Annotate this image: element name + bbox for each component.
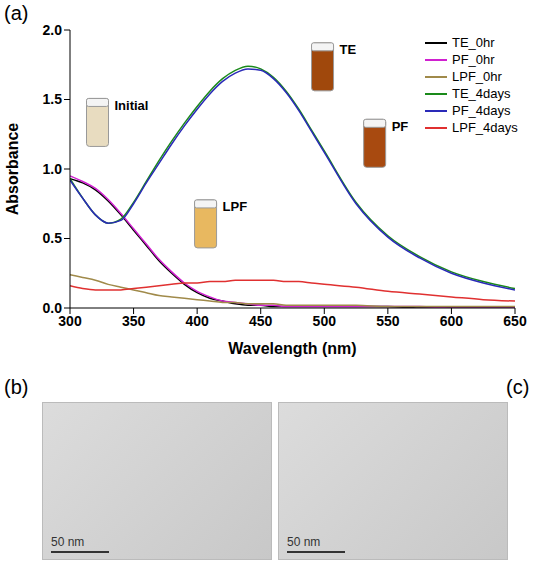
html-text:PF_4days: PF_4days — [452, 103, 511, 118]
svg-text:450: 450 — [249, 313, 273, 329]
svg-text:1.0: 1.0 — [43, 161, 63, 177]
html-text:(c): (c) — [506, 376, 530, 398]
svg-text:LPF: LPF — [223, 199, 248, 214]
svg-text:Initial: Initial — [115, 98, 149, 113]
html-text:50 nm: 50 nm — [287, 535, 321, 549]
svg-text:550: 550 — [376, 313, 400, 329]
svg-text:1.5: 1.5 — [43, 91, 63, 107]
svg-text:0.5: 0.5 — [43, 230, 63, 246]
svg-text:0.0: 0.0 — [43, 300, 63, 316]
svg-text:Absorbance: Absorbance — [4, 123, 21, 216]
svg-text:2.0: 2.0 — [43, 22, 63, 38]
html-text:(b): (b) — [4, 376, 29, 398]
html-text:TE_0hr: TE_0hr — [452, 35, 495, 50]
svg-text:650: 650 — [503, 313, 527, 329]
svg-text:300: 300 — [58, 312, 82, 329]
html-text:LPF_0hr: LPF_0hr — [452, 69, 502, 84]
svg-text:PF: PF — [392, 119, 409, 134]
html-text:50 nm: 50 nm — [51, 535, 85, 549]
svg-text:TE: TE — [340, 42, 357, 57]
svg-text:600: 600 — [440, 313, 464, 329]
html-text:(a): (a) — [4, 2, 29, 24]
svg-text:350: 350 — [122, 313, 146, 329]
svg-text:Wavelength (nm): Wavelength (nm) — [228, 340, 356, 357]
svg-text:500: 500 — [313, 313, 337, 329]
html-text:PF_0hr: PF_0hr — [452, 52, 495, 67]
html-text:LPF_4days: LPF_4days — [452, 120, 518, 135]
svg-text:400: 400 — [185, 313, 209, 329]
html-text:TE_4days: TE_4days — [452, 86, 511, 101]
